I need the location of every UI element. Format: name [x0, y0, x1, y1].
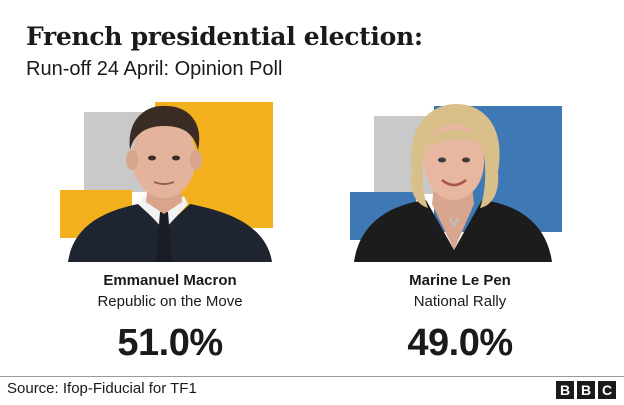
candidate-party: Republic on the Move [97, 293, 243, 310]
bbc-logo-letter: B [556, 381, 574, 399]
face [132, 118, 196, 198]
bbc-logo-letter: B [577, 381, 595, 399]
poll-percentage: 51.0% [117, 322, 223, 364]
page-subtitle: Run-off 24 April: Opinion Poll [26, 58, 283, 80]
page-title: French presidential election: [26, 22, 423, 51]
poll-percentage: 49.0% [407, 322, 513, 364]
neck [432, 186, 474, 250]
tie [156, 212, 172, 262]
source-note: Source: Ifop-Fiducial for TF1 [7, 380, 197, 397]
hair [410, 104, 500, 208]
face [424, 124, 484, 200]
le-pen-portrait-icon [350, 100, 570, 262]
hair [129, 105, 200, 150]
candidate-card-macron: Emmanuel Macron Republic on the Move 51.… [60, 100, 280, 364]
bbc-logo-letter: C [598, 381, 616, 399]
macron-portrait-icon [60, 100, 280, 262]
footer-divider [0, 376, 624, 377]
candidate-name: Emmanuel Macron [103, 272, 237, 289]
candidate-card-le-pen: Marine Le Pen National Rally 49.0% [350, 100, 570, 364]
suit [68, 204, 272, 262]
bbc-logo: B B C [556, 381, 616, 399]
candidate-party: National Rally [413, 293, 507, 310]
candidate-name: Marine Le Pen [409, 272, 511, 289]
jacket [354, 200, 552, 262]
